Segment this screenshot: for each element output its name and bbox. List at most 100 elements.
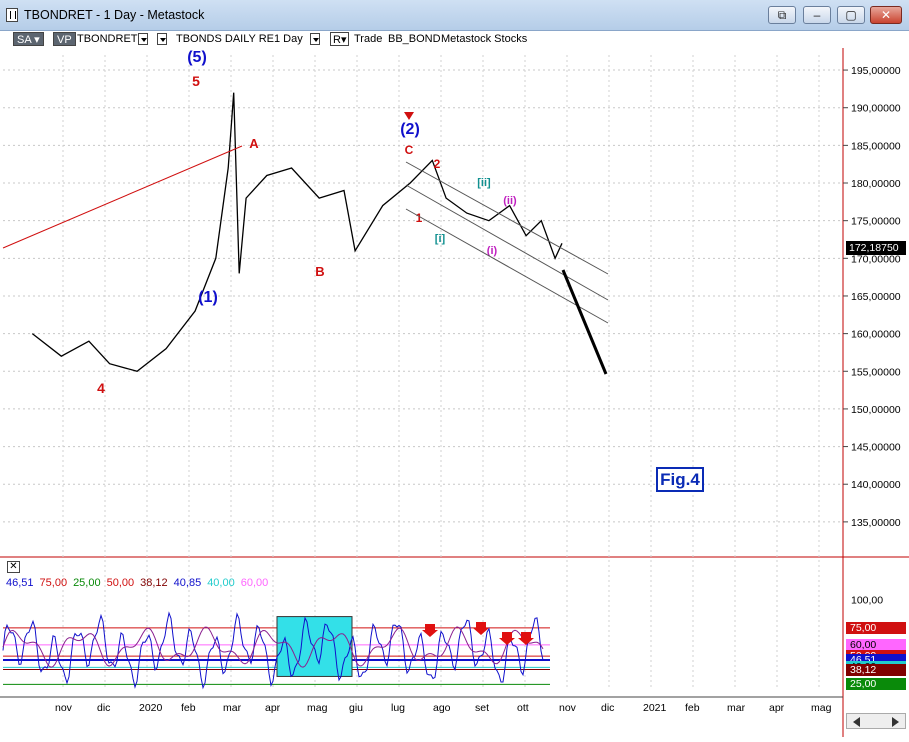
- y-tick-label: 185,00000: [851, 140, 901, 152]
- sa-label: SA: [17, 34, 32, 46]
- scroll-right-icon[interactable]: [892, 717, 899, 727]
- projection-arrow-line: [561, 269, 608, 375]
- signal-arrow-icon: [518, 632, 534, 645]
- y-tick-label: 170,00000: [851, 253, 901, 265]
- trendline-a: [2, 145, 243, 249]
- x-tick-label: nov: [559, 702, 577, 714]
- indicator-readout-value: 25,00: [73, 577, 101, 589]
- chevron-down-icon: ▾: [34, 34, 40, 46]
- indicator-readout-value: 75,00: [39, 577, 68, 589]
- indicator-readout-value: 40,85: [173, 577, 202, 589]
- x-tick-label: nov: [55, 702, 73, 714]
- period-dropdown[interactable]: [310, 32, 320, 46]
- security-name: TBONDS DAILY RE: [176, 33, 275, 45]
- channel-middle-line: [405, 184, 609, 301]
- wave-label: 4: [97, 380, 105, 396]
- wave-label: 2: [434, 157, 441, 171]
- signal-arrow-icon: [473, 622, 489, 635]
- wave-label: (i): [487, 245, 498, 257]
- minimize-button[interactable]: ‒: [803, 6, 831, 24]
- x-tick-label: mar: [223, 702, 242, 714]
- x-tick-label: ott: [517, 702, 529, 714]
- symbol-dropdown[interactable]: [138, 32, 148, 46]
- indicator-level-badge: 60,00: [846, 638, 906, 651]
- indicator-readout-value: 46,51: [6, 577, 34, 589]
- y-tick-label: 145,00000: [851, 442, 901, 454]
- indicator-level-badge: 38,12: [846, 663, 906, 676]
- x-tick-label: feb: [685, 702, 700, 714]
- indicator-level-badge: 25,00: [846, 678, 906, 691]
- indicator-level-badge: 75,00: [846, 621, 906, 634]
- y-tick-label: 150,00000: [851, 404, 901, 416]
- r-dropdown[interactable]: R▾: [330, 32, 350, 46]
- channel-lower-line: [405, 208, 609, 324]
- y-tick-label: 155,00000: [851, 366, 901, 378]
- y-tick-label: 180,00000: [851, 178, 901, 190]
- x-tick-label: set: [475, 702, 489, 714]
- window-titlebar: TBONDRET - 1 Day - Metastock ⧉ ‒ ▢ ✕: [0, 0, 909, 31]
- chevron-down-icon: ▾: [340, 34, 347, 46]
- y-tick-label: 135,00000: [851, 517, 901, 529]
- oscillator-signal-line: [2, 626, 544, 668]
- chart-background: [0, 48, 909, 737]
- chart-app-icon: [6, 8, 18, 22]
- wave-label: 5: [192, 73, 200, 89]
- vp-button[interactable]: VP: [53, 32, 76, 46]
- chevron-down-icon: [310, 33, 320, 46]
- sa-dropdown[interactable]: SA ▾: [13, 32, 44, 46]
- wave-label: C: [405, 143, 414, 157]
- scroll-left-icon[interactable]: [853, 717, 860, 727]
- x-tick-label: giu: [349, 702, 363, 714]
- template-label[interactable]: BB_BOND: [388, 33, 441, 45]
- signal-arrow-icon: [422, 624, 438, 637]
- close-button[interactable]: ✕: [870, 6, 902, 24]
- y-tick-label: 175,00000: [851, 216, 901, 228]
- wave-label: A: [249, 136, 259, 151]
- x-tick-label: mar: [727, 702, 746, 714]
- chevron-down-icon: [138, 33, 148, 46]
- x-tick-label: 2021: [643, 702, 667, 714]
- wave-label: [i]: [435, 233, 446, 245]
- window-title: TBONDRET - 1 Day - Metastock: [24, 8, 205, 22]
- indicator-readout-value: 40,00: [207, 577, 235, 589]
- indicator-readout: 46,51 75,00 25,00 50,00 38,12 40,85 40,00 60,00: [0, 576, 268, 590]
- r-label: R: [333, 34, 341, 46]
- channel-upper-line: [405, 161, 609, 275]
- x-tick-label: apr: [769, 702, 785, 714]
- tabs-label: Metastock Stocks: [441, 33, 528, 45]
- chart-area[interactable]: 195,00000 190,00000 185,00000 180,00000 175,…: [0, 48, 909, 737]
- chart-svg[interactable]: 195,00000 190,00000 185,00000 180,00000 175,…: [0, 48, 909, 737]
- x-tick-label: mag: [811, 702, 832, 714]
- indicator-icon[interactable]: [157, 32, 167, 46]
- horizontal-scrollbar[interactable]: [846, 713, 906, 729]
- x-tick-label: ago: [433, 702, 451, 714]
- indicator-y-tick-label: 100,00: [851, 595, 883, 607]
- down-arrow-icon: [404, 112, 414, 120]
- restore-button[interactable]: ⧉: [768, 6, 796, 24]
- x-tick-label: 2020: [139, 702, 163, 714]
- wave-label: (2): [400, 121, 420, 138]
- wave-label: (ii): [503, 195, 517, 207]
- oscillator-line: [2, 611, 544, 690]
- x-tick-label: mag: [307, 702, 328, 714]
- period-label: 1 Day: [274, 33, 303, 45]
- wave-label: (1): [198, 289, 218, 306]
- chart-toolbar: SA ▾ VP TBONDRET TBONDS DAILY RE 1 Day R…: [0, 31, 909, 48]
- wave-label: [ii]: [477, 177, 491, 189]
- x-tick-label: lug: [391, 702, 405, 714]
- y-tick-label: 195,00000: [851, 65, 901, 77]
- indicator-readout-value: 60,00: [240, 577, 269, 589]
- maximize-button[interactable]: ▢: [837, 6, 865, 24]
- y-tick-label: 165,00000: [851, 291, 901, 303]
- figure-label: Fig.4: [656, 467, 704, 492]
- y-tick-label: 190,00000: [851, 103, 901, 115]
- trade-button[interactable]: Trade: [354, 33, 383, 45]
- wave-label: B: [315, 264, 324, 279]
- y-tick-label: 140,00000: [851, 479, 901, 491]
- close-panel-icon[interactable]: ✕: [7, 561, 20, 573]
- x-tick-label: dic: [601, 702, 614, 714]
- wave-label: (5): [187, 49, 207, 66]
- y-tick-label: 160,00000: [851, 329, 901, 341]
- indicator-readout-value: 50,00: [106, 577, 135, 589]
- x-tick-label: dic: [97, 702, 110, 714]
